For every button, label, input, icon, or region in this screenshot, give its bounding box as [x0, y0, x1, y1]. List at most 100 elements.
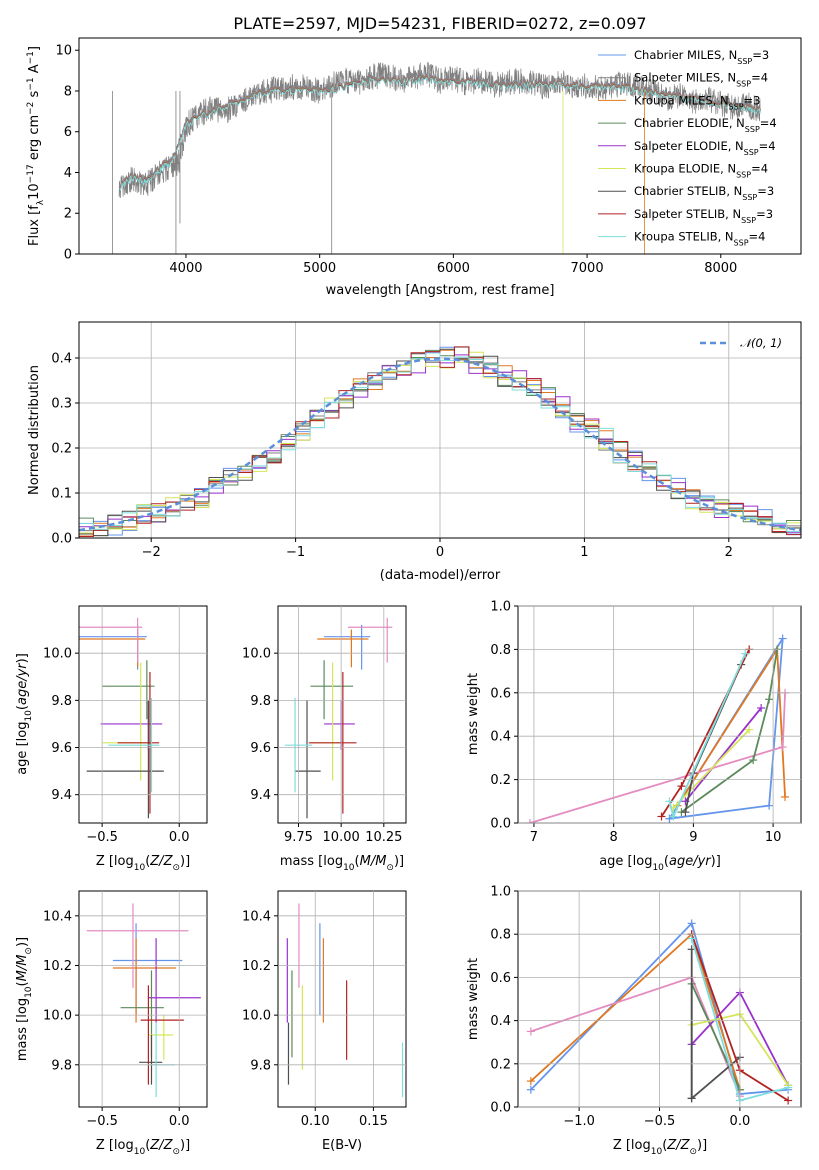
age-mass-y-tick-label: 9.4: [250, 788, 271, 803]
spectrum-y-tick-label: 2: [64, 207, 72, 222]
legend-subscript: SSP: [741, 215, 756, 224]
legend-subscript: SSP: [736, 170, 751, 179]
weight-Z-series-line: [530, 932, 741, 1090]
weight-age-y-tick-label: 0.0: [490, 817, 511, 832]
age-Z-ylabel: age [log10(age/yr)]: [15, 653, 34, 775]
legend-label: Salpeter STELIB, NSSP=3: [634, 207, 773, 225]
residuals-y-tick-label: 0.2: [51, 442, 72, 457]
residuals-y-tick-label: 0.0: [51, 532, 72, 547]
mass-Z-y-tick-label: 10.4: [43, 909, 72, 924]
legend-label: Chabrier MILES, NSSP=3: [634, 48, 769, 66]
weight-age-y-tick-label: 0.2: [490, 773, 511, 788]
age-mass-axes-frame: [277, 605, 407, 824]
panel-age-vs-Z: −0.5 0.0 9.4 9.6 9.8 10.0 Z [log10(Z/Z⊙)] age…: [15, 605, 208, 873]
legend-subscript: SSP: [742, 193, 757, 202]
weight-age-x-tick-label: 10: [765, 830, 782, 845]
residuals-y-tick-label: 0.3: [51, 397, 72, 412]
age-Z-xlabel: Z [log10(Z/Z⊙)]: [96, 854, 190, 873]
age-mass-x-tick-label: 10.00: [323, 830, 360, 845]
spectrum-y-tick-label: 0: [64, 248, 72, 263]
mass-Z-ylabel: mass [log10(M/M⊙)]: [15, 937, 34, 1061]
age-mass-plot-area: [284, 617, 393, 819]
legend-subscript: SSP: [734, 238, 749, 247]
spectrum-x-tick-label: 4000: [169, 261, 202, 276]
legend-subscript: SSP: [729, 102, 744, 111]
legend-label: Salpeter ELODIE, NSSP=4: [634, 139, 776, 157]
weight-Z-y-tick-label: 0.2: [490, 1057, 511, 1072]
legend-count: =3: [756, 207, 773, 221]
weight-age-ticks: 7 8 9 10 0.0 0.2 0.4 0.6 0.8 1.0: [490, 600, 801, 845]
legend-count: =4: [760, 116, 777, 130]
weight-age-y-tick-label: 0.6: [490, 686, 511, 701]
weight-age-x-tick-label: 8: [610, 830, 618, 845]
panel-weight-vs-Z: −1.0 −0.5 0.0 0.0 0.2 0.4 0.6 0.8 1.0 Z [log10(Z…: [466, 885, 802, 1157]
age-Z-plot-area: [79, 617, 164, 819]
residuals-x-tick-label: 2: [725, 545, 733, 560]
spectrum-x-tick-label: 5000: [303, 261, 336, 276]
weight-Z-ylabel: mass weight: [466, 958, 481, 1040]
weight-age-lines: [525, 634, 790, 823]
mass-Z-y-tick-label: 10.0: [43, 1009, 72, 1024]
weight-Z-y-tick-label: 0.4: [490, 1014, 511, 1029]
mass-Z-y-tick-label: 9.8: [51, 1058, 72, 1073]
residuals-legend: 𝒩(0, 1): [700, 336, 782, 350]
spectrum-x-ticks: 4000 5000 6000 7000 8000: [169, 254, 737, 276]
weight-Z-x-tick-label: −1.0: [563, 1114, 595, 1129]
mass-ebv-xlabel: E(B-V): [322, 1138, 362, 1153]
residuals-x-tick-label: −2: [142, 545, 161, 560]
residuals-y-tick-label: 0.1: [51, 487, 72, 502]
spectrum-y-tick-label: 8: [64, 84, 72, 99]
age-Z-x-tick-label: 0.0: [169, 830, 190, 845]
legend-count: =4: [751, 71, 768, 85]
weight-age-series-line: [684, 707, 762, 802]
age-Z-y-tick-label: 9.4: [51, 788, 72, 803]
weight-age-xlabel: age [log10(age/yr)]: [599, 854, 721, 873]
panel-mass-vs-Z: −0.5 0.0 9.8 10.0 10.2 10.4 Z [log10(Z/Z⊙)] m…: [15, 890, 208, 1157]
spectrum-lines: [112, 61, 761, 254]
legend-label: Chabrier STELIB, NSSP=3: [634, 184, 774, 202]
legend-label: Salpeter MILES, NSSP=4: [634, 71, 768, 89]
age-mass-y-tick-label: 9.8: [250, 694, 271, 709]
spectrum-y-tick-label: 4: [64, 166, 72, 181]
weight-age-y-tick-label: 0.8: [490, 643, 511, 658]
age-mass-x-tick-label: 9.75: [284, 830, 313, 845]
mass-ebv-x-tick-label: 0.15: [359, 1114, 388, 1129]
legend-subscript: SSP: [737, 57, 752, 66]
spectrum-y-tick-label: 10: [55, 44, 72, 59]
weight-age-y-tick-label: 0.4: [490, 730, 511, 745]
weight-age-plot-area: [525, 634, 790, 823]
age-mass-ticks: 9.75 10.00 10.25 9.4 9.6 9.8 10.0: [242, 606, 406, 845]
spectrum-ylabel: Flux [fλ10−17 erg cm−2 s−1 A−1]: [26, 46, 46, 246]
legend-subscript: SSP: [745, 125, 760, 134]
residuals-xlabel: (data-model)/error: [380, 568, 501, 583]
weight-age-ylabel: mass weight: [466, 673, 481, 755]
mass-ebv-y-tick-label: 9.8: [250, 1058, 271, 1073]
mass-ebv-errorbars: [286, 903, 404, 1098]
mass-ebv-y-tick-label: 10.0: [242, 1009, 271, 1024]
panel-age-vs-mass: 9.75 10.00 10.25 9.4 9.6 9.8 10.0 mass [log10(…: [242, 605, 407, 873]
mass-ebv-axes-frame: [277, 890, 407, 1108]
age-Z-y-tick-label: 9.6: [51, 741, 72, 756]
legend-count: =4: [751, 162, 768, 176]
age-Z-x-tick-label: −0.5: [86, 830, 118, 845]
residuals-x-tick-label: 0: [436, 545, 444, 560]
weight-Z-ticks: −1.0 −0.5 0.0 0.0 0.2 0.4 0.6 0.8 1.0: [490, 885, 801, 1129]
legend-count: =3: [744, 93, 761, 107]
spectrum-x-tick-label: 6000: [437, 261, 470, 276]
legend-count: =4: [749, 230, 766, 244]
residuals-axes-frame: [78, 321, 802, 539]
legend-subscript: SSP: [736, 79, 751, 88]
weight-Z-xlabel: Z [log10(Z/Z⊙)]: [613, 1138, 707, 1157]
weight-age-axes-frame: [517, 605, 802, 824]
mass-Z-errorbars: [86, 903, 201, 1098]
age-Z-y-tick-label: 9.8: [51, 694, 72, 709]
spectrum-legend: Chabrier MILES, NSSP=3 Salpeter MILES, NS…: [598, 48, 777, 247]
weight-age-y-tick-label: 1.0: [490, 600, 511, 615]
panel-mass-vs-ebv: 0.10 0.15 9.8 10.0 10.2 10.4 E(B-V): [242, 890, 407, 1153]
spectrum-xlabel: wavelength [Angstrom, rest frame]: [326, 283, 555, 298]
legend-label: Kroupa ELODIE, NSSP=4: [634, 162, 768, 180]
weight-age-series-line: [529, 692, 786, 823]
weight-Z-x-tick-label: −0.5: [644, 1114, 676, 1129]
residual-histograms: [79, 346, 801, 537]
legend-count: =3: [752, 48, 769, 62]
